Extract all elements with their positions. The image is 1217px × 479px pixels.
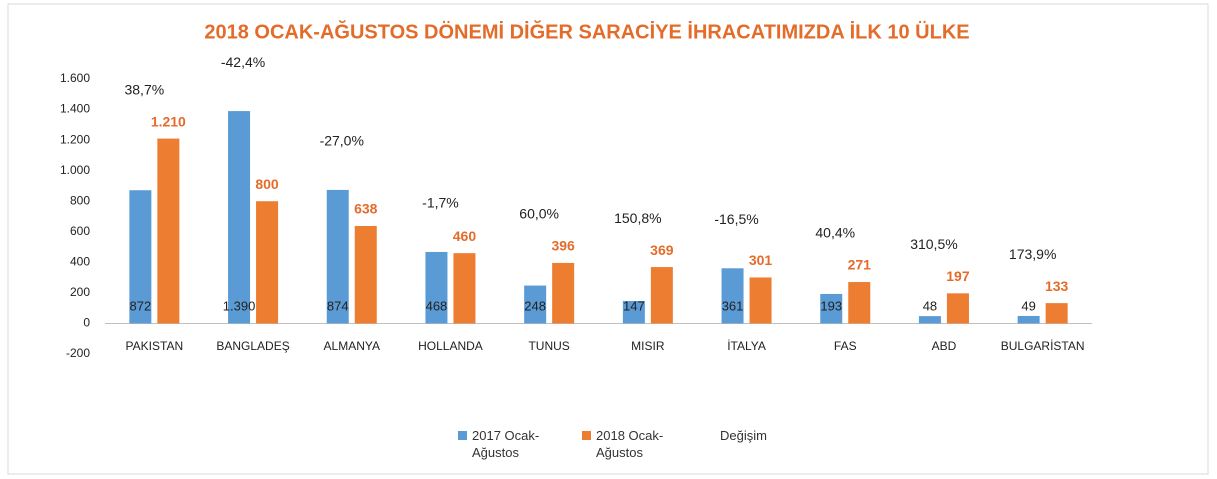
x-tick-label: BULGARİSTAN <box>1001 339 1085 353</box>
x-tick-label: FAS <box>834 339 857 353</box>
x-tick-label: BANGLADEŞ <box>216 339 289 353</box>
y-tick-label: 0 <box>83 316 90 330</box>
data-label: 133 <box>1045 278 1069 294</box>
bar <box>256 201 279 324</box>
data-label: 872 <box>129 298 151 313</box>
data-label: 271 <box>848 257 872 273</box>
bar <box>129 190 152 324</box>
change-label: 40,4% <box>815 225 855 241</box>
bar <box>157 138 180 324</box>
y-tick-label: 400 <box>70 255 90 269</box>
y-tick-label: -200 <box>66 346 90 360</box>
data-label: 248 <box>524 298 546 313</box>
y-tick-label: 800 <box>70 193 90 207</box>
y-tick-label: 1.600 <box>60 71 90 85</box>
bar <box>1017 315 1040 324</box>
bar <box>326 189 349 324</box>
data-label: 147 <box>623 298 645 313</box>
chart-border <box>7 3 1209 475</box>
data-label: 468 <box>426 298 448 313</box>
change-label: 38,7% <box>124 81 164 97</box>
bar <box>820 293 843 324</box>
legend-label: Değişim <box>720 428 767 443</box>
bar <box>453 253 476 324</box>
x-tick-label: ABD <box>932 339 957 353</box>
data-label: 1.210 <box>151 113 186 129</box>
legend-item: 2018 Ocak-Ağustos <box>582 427 706 461</box>
legend-swatch <box>458 431 467 440</box>
legend-item: Değişim <box>706 427 830 444</box>
change-label: -16,5% <box>714 211 758 227</box>
bar <box>650 267 673 324</box>
change-label: -1,7% <box>422 195 459 211</box>
data-label: 396 <box>551 238 575 254</box>
bar <box>1045 303 1068 324</box>
bar <box>749 277 772 324</box>
bar <box>228 111 251 324</box>
bar <box>354 225 377 324</box>
bar <box>622 300 645 324</box>
data-label: 301 <box>749 252 773 268</box>
x-tick-label: ALMANYA <box>324 339 380 353</box>
y-tick-label: 1.400 <box>60 102 90 116</box>
change-label: 150,8% <box>614 210 661 226</box>
data-label: 193 <box>820 298 842 313</box>
bar <box>946 293 969 324</box>
legend-label: 2018 Ocak-Ağustos <box>596 428 664 460</box>
data-label: 460 <box>453 228 477 244</box>
legend-item: 2017 Ocak-Ağustos <box>458 427 582 461</box>
x-tick-label: MISIR <box>631 339 665 353</box>
data-label: 197 <box>946 268 970 284</box>
change-label: -27,0% <box>320 133 364 149</box>
x-tick-label: TUNUS <box>528 339 569 353</box>
change-label: 310,5% <box>910 236 957 252</box>
bar <box>552 262 575 324</box>
bar <box>524 285 547 324</box>
data-label: 638 <box>354 201 378 217</box>
chart-title: 2018 OCAK-AĞUSTOS DÖNEMİ DİĞER SARACİYE … <box>204 19 969 43</box>
x-tick-label: PAKISTAN <box>126 339 184 353</box>
change-label: 173,9% <box>1009 246 1056 262</box>
bar <box>721 268 744 324</box>
y-tick-label: 1.000 <box>60 163 90 177</box>
legend-label: 2017 Ocak-Ağustos <box>472 428 540 460</box>
legend-swatch <box>582 431 591 440</box>
data-label: 874 <box>327 298 349 313</box>
data-label: 1.390 <box>223 298 256 313</box>
bar <box>425 251 448 324</box>
change-label: 60,0% <box>519 206 559 222</box>
data-label: 49 <box>1021 298 1035 313</box>
bar <box>848 282 871 324</box>
y-tick-label: 200 <box>70 285 90 299</box>
y-tick-label: 1.200 <box>60 132 90 146</box>
bar <box>918 316 941 324</box>
y-tick-label: 600 <box>70 224 90 238</box>
x-tick-label: İTALYA <box>727 339 766 353</box>
data-label: 800 <box>255 176 279 192</box>
data-label: 361 <box>722 298 744 313</box>
change-label: -42,4% <box>221 54 265 70</box>
data-label: 369 <box>650 242 674 258</box>
x-tick-label: HOLLANDA <box>418 339 483 353</box>
data-label: 48 <box>923 298 937 313</box>
